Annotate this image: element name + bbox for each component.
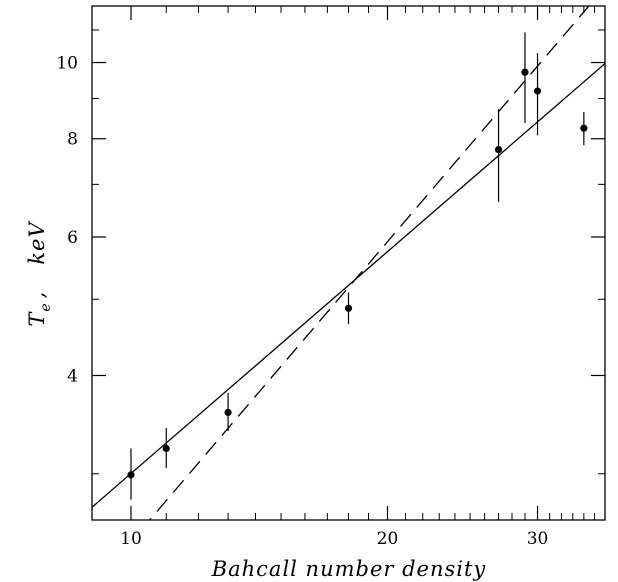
y-axis-subscript: e [38,302,54,311]
dashed-fit-line [148,6,590,520]
x-tick-label: 30 [527,529,549,549]
data-point [580,124,588,132]
y-tick-label: 10 [56,54,78,74]
y-tick-label: 4 [67,366,78,386]
data-point [224,408,232,417]
data-point [533,87,542,95]
data-point [162,444,170,453]
solid-fit-line [92,63,605,508]
data-point [521,68,529,76]
data-point [494,145,503,154]
x-tick-label: 20 [377,529,399,549]
y-axis-unit: keV [25,221,49,265]
plot-frame [91,5,606,521]
data-point [344,304,353,312]
x-axis-title: Bahcall number density [211,557,487,581]
y-axis-title: Te, keV [25,221,54,327]
y-axis-symbol: T [25,311,49,327]
data-point [127,471,135,479]
y-axis-separator: , [25,291,49,299]
x-tick-label: 10 [120,529,142,549]
y-tick-label: 6 [67,228,78,248]
y-tick-label: 8 [67,130,78,150]
